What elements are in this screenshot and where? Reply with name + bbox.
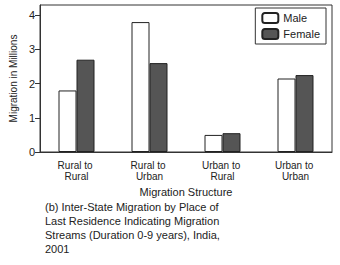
svg-text:Female: Female xyxy=(283,28,320,40)
svg-text:Male: Male xyxy=(283,12,307,24)
svg-text:4: 4 xyxy=(29,9,35,21)
svg-text:(b) Inter-State Migration by P: (b) Inter-State Migration by Place of xyxy=(45,201,222,213)
svg-text:Migration in Millions: Migration in Millions xyxy=(8,35,19,123)
svg-text:0: 0 xyxy=(29,146,35,158)
svg-text:Last Residence Indicating Migr: Last Residence Indicating Migration xyxy=(45,215,222,227)
svg-text:1: 1 xyxy=(29,112,35,124)
svg-text:Urban: Urban xyxy=(282,171,309,182)
svg-text:Urban: Urban xyxy=(136,171,163,182)
svg-text:Rural to: Rural to xyxy=(131,160,169,171)
svg-text:Migration Structure: Migration Structure xyxy=(140,186,233,198)
svg-text:Urban to: Urban to xyxy=(275,160,316,171)
svg-text:Rural: Rural xyxy=(65,171,89,182)
svg-text:2: 2 xyxy=(29,78,35,90)
svg-text:Rural to: Rural to xyxy=(58,160,96,171)
svg-text:Streams (Duration 0-9 years),: Streams (Duration 0-9 years), India, xyxy=(45,229,223,241)
svg-text:2001: 2001 xyxy=(45,243,69,255)
svg-text:Rural: Rural xyxy=(211,171,235,182)
svg-text:3: 3 xyxy=(29,43,35,55)
svg-text:Urban to: Urban to xyxy=(202,160,243,171)
